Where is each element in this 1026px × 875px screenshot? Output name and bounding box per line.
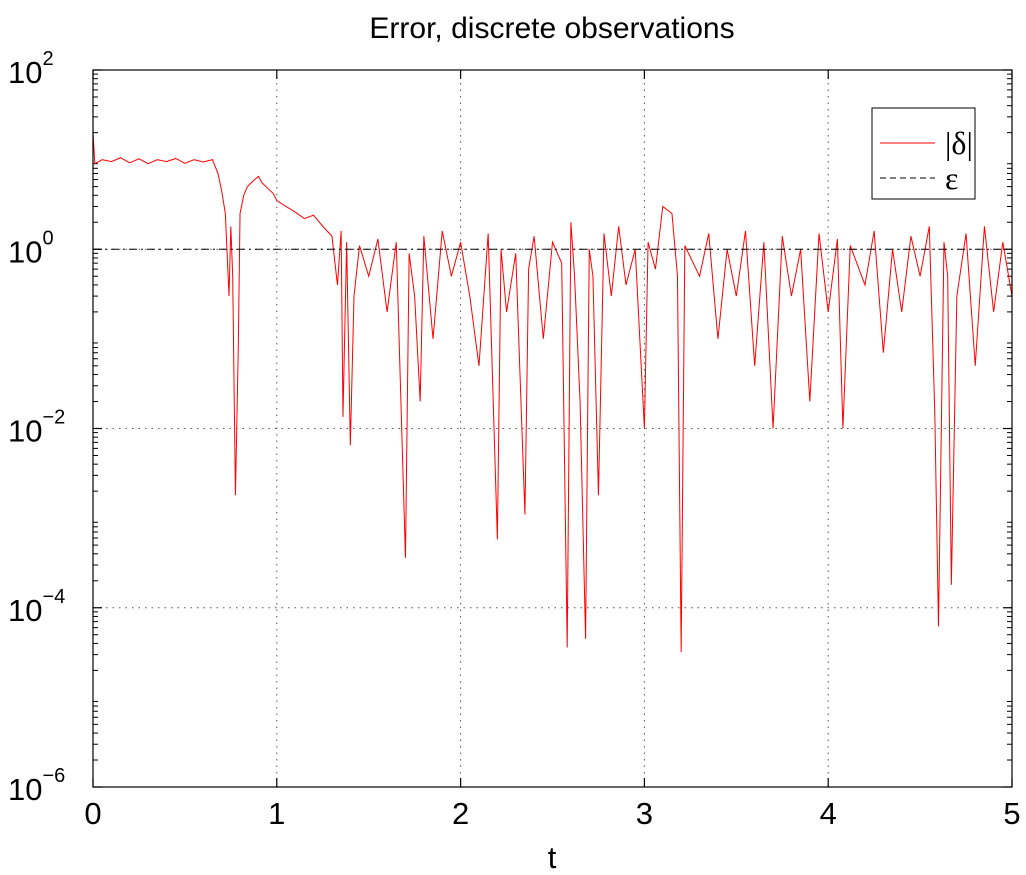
x-tick-label: 2 [452, 796, 469, 831]
x-tick-label: 4 [820, 796, 837, 831]
legend-box [871, 107, 976, 200]
y-tick-label: 10−2 [8, 407, 65, 449]
legend: |δ|ε [871, 107, 976, 200]
legend-label: ε [945, 160, 958, 196]
y-tick-label: 102 [8, 48, 54, 90]
x-axis-label: t [548, 840, 557, 875]
chart-title: Error, discrete observations [369, 12, 734, 45]
y-tick-label: 100 [8, 227, 54, 269]
x-tick-label: 0 [84, 796, 101, 831]
x-tick-label: 1 [268, 796, 285, 831]
x-tick-label: 5 [1003, 796, 1020, 831]
y-tick-label: 10−6 [8, 765, 65, 807]
axis-ticks: 0 1 2 3 4 5 102 100 10−2 10−4 10−6 [8, 48, 1021, 831]
x-tick-label: 3 [636, 796, 653, 831]
series-delta-line [92, 132, 1013, 653]
y-tick-label: 10−4 [8, 586, 65, 628]
plot-area-frame [92, 69, 1013, 788]
legend-label: |δ| [945, 125, 973, 161]
series-layer [92, 132, 1013, 653]
